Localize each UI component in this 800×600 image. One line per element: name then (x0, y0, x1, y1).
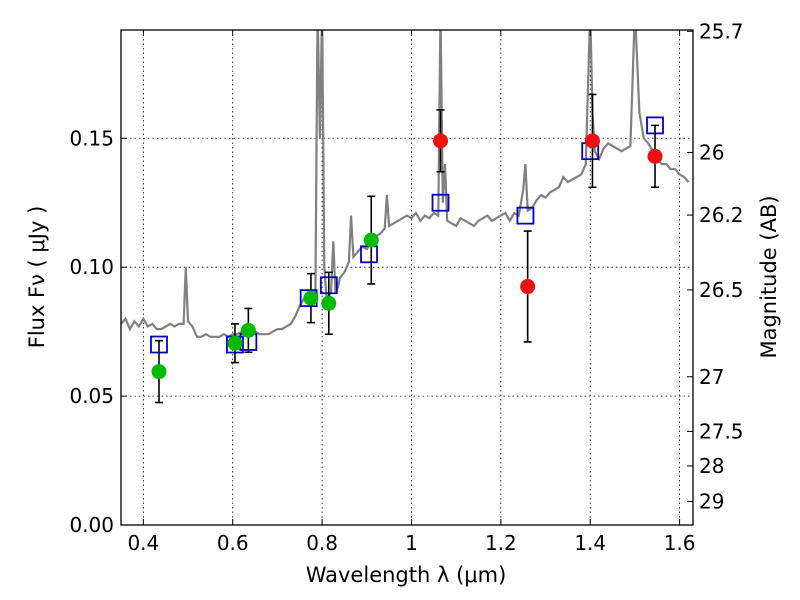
y-tick-label: 0.05 (69, 384, 114, 408)
x-axis-label: Wavelength λ (μm) (306, 563, 507, 587)
x-tick-label: 1.6 (664, 531, 696, 555)
model-square-marker (516, 206, 535, 225)
y-axis-label-right: Magnitude (AB) (757, 195, 781, 358)
y-axis-label: Flux Fν ( μJy ) (25, 206, 49, 349)
y-right-tick-label: 29 (699, 490, 724, 514)
x-tick-label: 1.4 (574, 531, 606, 555)
x-tick-label: 0.6 (217, 531, 249, 555)
green-data-point (240, 322, 256, 338)
red-data-point (647, 148, 663, 164)
x-tick-label: 0.8 (306, 531, 338, 555)
y-right-tick-label: 25.7 (699, 19, 744, 43)
red-data-point (520, 279, 536, 295)
model-square-marker (360, 245, 378, 264)
y-tick-label: 0.00 (69, 513, 114, 537)
x-tick-label: 1.2 (485, 531, 517, 555)
green-data-point (321, 295, 337, 311)
red-data-point (584, 133, 600, 149)
green-data-point (363, 232, 379, 248)
y-tick-label: 0.15 (69, 126, 114, 150)
template-spectrum-line (121, 30, 690, 339)
y-right-tick-label: 26.5 (699, 278, 744, 302)
grid (121, 30, 693, 525)
green-data-point (151, 364, 167, 380)
x-tick-label: 1 (405, 531, 418, 555)
green-data-point (303, 290, 319, 306)
x-tick-label: 0.4 (127, 531, 159, 555)
plot-frame (120, 29, 694, 526)
y-right-tick-label: 27.5 (699, 419, 744, 443)
green-data-point (227, 335, 243, 351)
y-right-tick-label: 27 (699, 365, 724, 389)
y-right-tick-label: 26 (699, 140, 724, 164)
y-tick-label: 0.10 (69, 255, 114, 279)
model-square-marker (431, 193, 450, 212)
y-right-tick-label: 28 (699, 454, 724, 478)
data-markers (150, 93, 664, 404)
axis-ticks: 0.4 0.6 0.8 1 1.2 1.4 1.6 0.00 0.05 0.10 0.15 25.7 2… (69, 19, 743, 555)
template-spectrum (121, 30, 690, 339)
y-right-tick-label: 26.2 (699, 203, 744, 227)
red-data-point (433, 133, 449, 149)
